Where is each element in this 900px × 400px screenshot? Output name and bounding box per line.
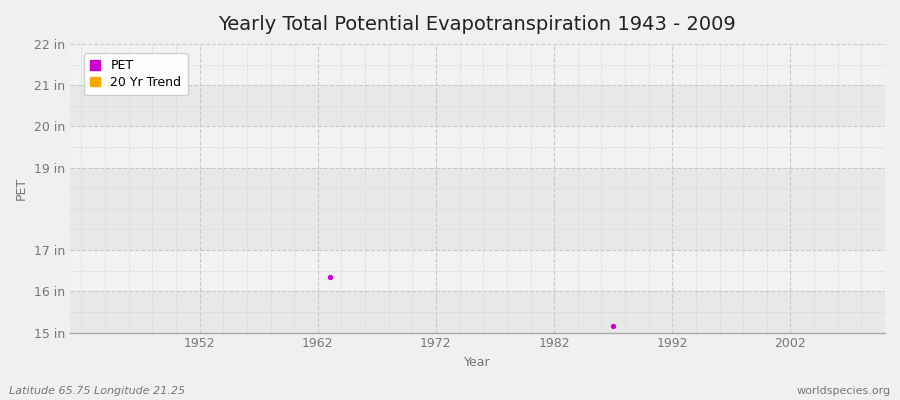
Legend: PET, 20 Yr Trend: PET, 20 Yr Trend [84, 53, 187, 95]
Bar [69, 250, 885, 291]
Bar [69, 126, 885, 168]
Title: Yearly Total Potential Evapotranspiration 1943 - 2009: Yearly Total Potential Evapotranspiratio… [219, 15, 736, 34]
Text: worldspecies.org: worldspecies.org [796, 386, 891, 396]
Y-axis label: PET: PET [15, 177, 28, 200]
Bar [69, 44, 885, 85]
X-axis label: Year: Year [464, 356, 491, 369]
Bar [69, 85, 885, 126]
Point [86, 76, 101, 82]
Bar [69, 168, 885, 250]
Point [606, 323, 620, 330]
Point [322, 274, 337, 280]
Text: Latitude 65.75 Longitude 21.25: Latitude 65.75 Longitude 21.25 [9, 386, 185, 396]
Bar [69, 291, 885, 332]
